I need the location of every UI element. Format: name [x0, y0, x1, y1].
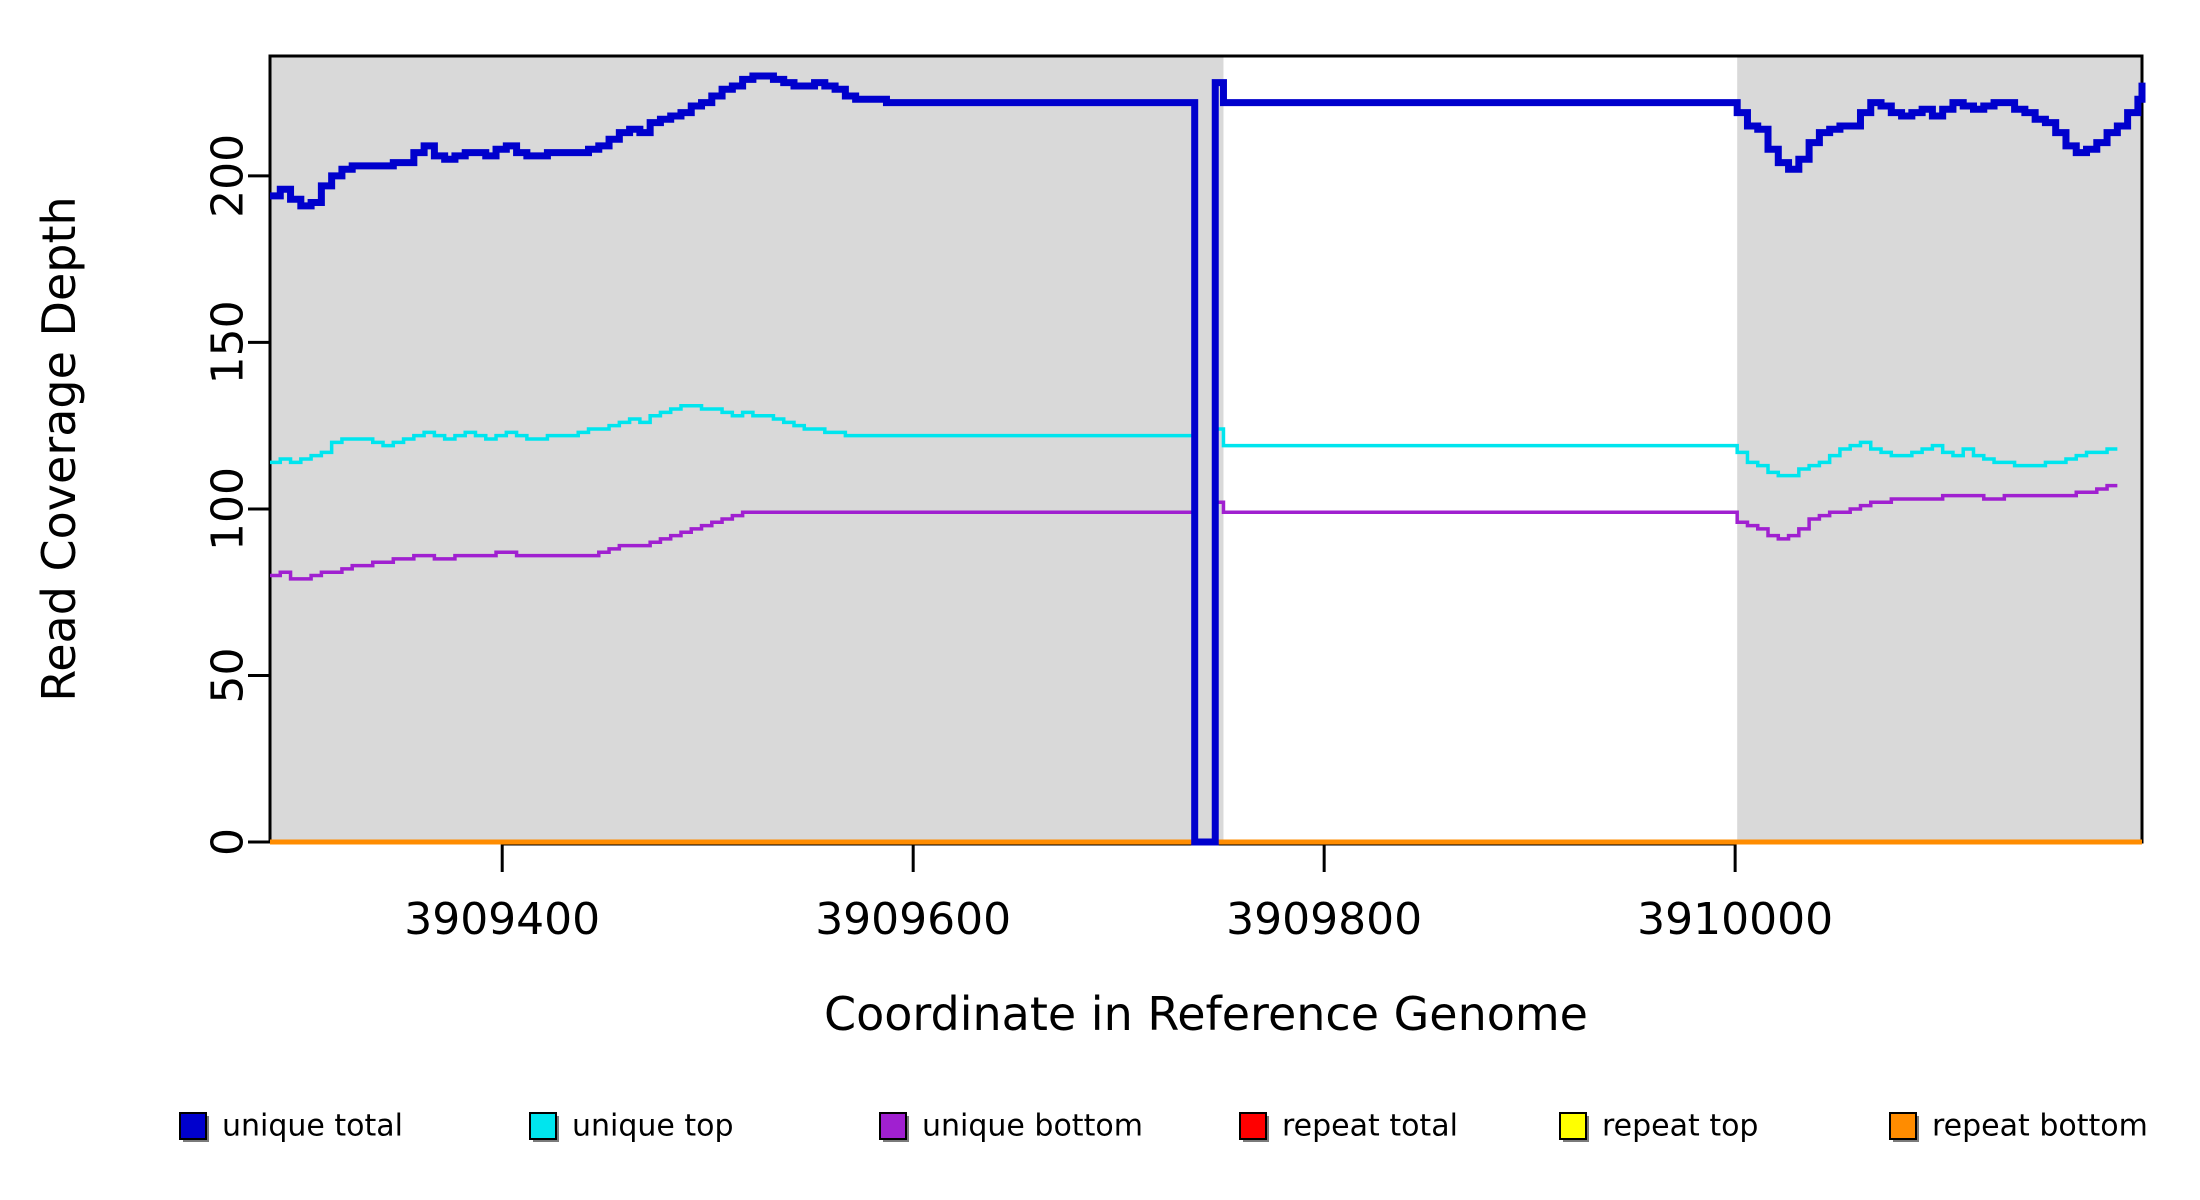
y-tick-label-1: 50: [203, 647, 254, 703]
shaded-region-bands: [270, 56, 2142, 842]
series-line-unique-total: [270, 72, 2146, 846]
y-axis-title: Read Coverage Depth: [32, 196, 86, 701]
x-tick-label-2: 3909800: [1226, 894, 1422, 945]
y-tick-label-4: 200: [203, 134, 254, 218]
shaded-band-0: [270, 56, 1224, 842]
series-line-unique-top: [270, 403, 2118, 844]
y-tick-label-3: 150: [203, 300, 254, 384]
x-tick-label-1: 3909600: [815, 894, 1011, 945]
x-axis-title: Coordinate in Reference Genome: [824, 987, 1588, 1041]
legend-swatch-repeat-bottom[interactable]: [1889, 1112, 1917, 1140]
shaded-band-1: [1737, 56, 2142, 842]
x-axis: 3909400 3909600 3909800 3910000: [404, 842, 1833, 945]
legend-swatch-unique-top[interactable]: [529, 1112, 557, 1140]
legend-label-unique-top: unique top: [572, 1109, 734, 1144]
chart-legend: unique total unique top unique bottom repea…: [179, 1109, 2148, 1144]
legend-label-unique-bottom: unique bottom: [922, 1109, 1143, 1144]
legend-swatch-repeat-top[interactable]: [1559, 1112, 1587, 1140]
y-tick-label-2: 100: [203, 467, 254, 551]
x-tick-label-3: 3910000: [1637, 894, 1833, 945]
legend-label-unique-total: unique total: [222, 1109, 403, 1144]
y-tick-label-0: 0: [203, 828, 254, 856]
legend-label-repeat-bottom: repeat bottom: [1932, 1109, 2148, 1144]
y-axis: 0 50 100 150 200: [203, 134, 272, 856]
legend-swatch-unique-bottom[interactable]: [879, 1112, 907, 1140]
legend-swatch-repeat-total[interactable]: [1239, 1112, 1267, 1140]
x-tick-label-0: 3909400: [404, 894, 600, 945]
series-line-unique-bottom: [270, 483, 2118, 844]
data-series-group: [270, 72, 2146, 846]
legend-label-repeat-total: repeat total: [1282, 1109, 1458, 1144]
legend-label-repeat-top: repeat top: [1602, 1109, 1758, 1144]
legend-swatch-unique-total[interactable]: [179, 1112, 207, 1140]
